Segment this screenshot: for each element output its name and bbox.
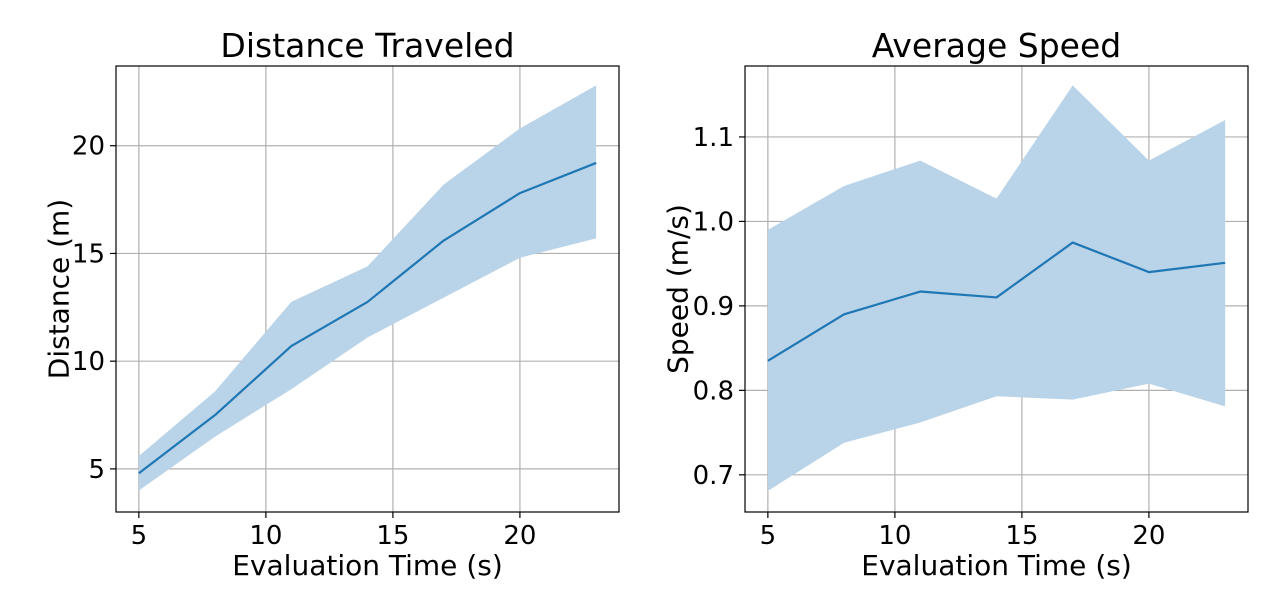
y-axis-label: Distance (m) bbox=[43, 199, 76, 379]
x-tick-label: 20 bbox=[503, 521, 536, 551]
y-tick-label: 0.8 bbox=[693, 376, 734, 406]
band-layer bbox=[138, 85, 597, 491]
x-tick-label: 15 bbox=[1005, 521, 1038, 551]
confidence-band bbox=[767, 85, 1226, 491]
line-layer bbox=[138, 161, 597, 475]
y-tick-label: 15 bbox=[72, 239, 105, 269]
x-tick-label: 10 bbox=[249, 521, 282, 551]
chart-title: Average Speed bbox=[872, 26, 1121, 65]
series-line bbox=[138, 161, 597, 475]
y-tick-label: 10 bbox=[72, 347, 105, 377]
x-tick-label: 5 bbox=[760, 521, 777, 551]
y-tick-label: 0.9 bbox=[693, 292, 734, 322]
y-axis-label: Speed (m/s) bbox=[662, 204, 695, 374]
plot-frame bbox=[115, 65, 620, 513]
x-tick-label: 5 bbox=[131, 521, 148, 551]
x-tick-label: 10 bbox=[878, 521, 911, 551]
series-line bbox=[767, 241, 1226, 362]
band-layer bbox=[767, 85, 1226, 491]
x-tick-label: 15 bbox=[376, 521, 409, 551]
y-tick-label: 0.7 bbox=[693, 461, 734, 491]
y-tick-label: 1.1 bbox=[693, 123, 734, 153]
x-axis-label: Evaluation Time (s) bbox=[232, 549, 503, 582]
x-tick-label: 20 bbox=[1132, 521, 1165, 551]
y-tick-label: 5 bbox=[88, 455, 105, 485]
y-tick-label: 1.0 bbox=[693, 207, 734, 237]
y-tick-label: 20 bbox=[72, 132, 105, 162]
chart-title: Distance Traveled bbox=[220, 26, 514, 65]
x-axis-label: Evaluation Time (s) bbox=[861, 549, 1132, 582]
tick-layer: 5 10 15 20 5 10 15 20 bbox=[72, 132, 537, 551]
distance-traveled-chart: 5 10 15 20 5 10 15 20 Distance Traveled Evaluat… bbox=[43, 26, 620, 582]
line-layer bbox=[767, 241, 1226, 362]
average-speed-chart: 5 10 15 20 0.7 0.8 0.9 1.0 1.1 Average Speed Eva… bbox=[662, 26, 1249, 582]
tick-layer: 5 10 15 20 0.7 0.8 0.9 1.0 1.1 bbox=[693, 123, 1166, 551]
plot-frame bbox=[744, 65, 1249, 513]
confidence-band bbox=[138, 85, 597, 491]
